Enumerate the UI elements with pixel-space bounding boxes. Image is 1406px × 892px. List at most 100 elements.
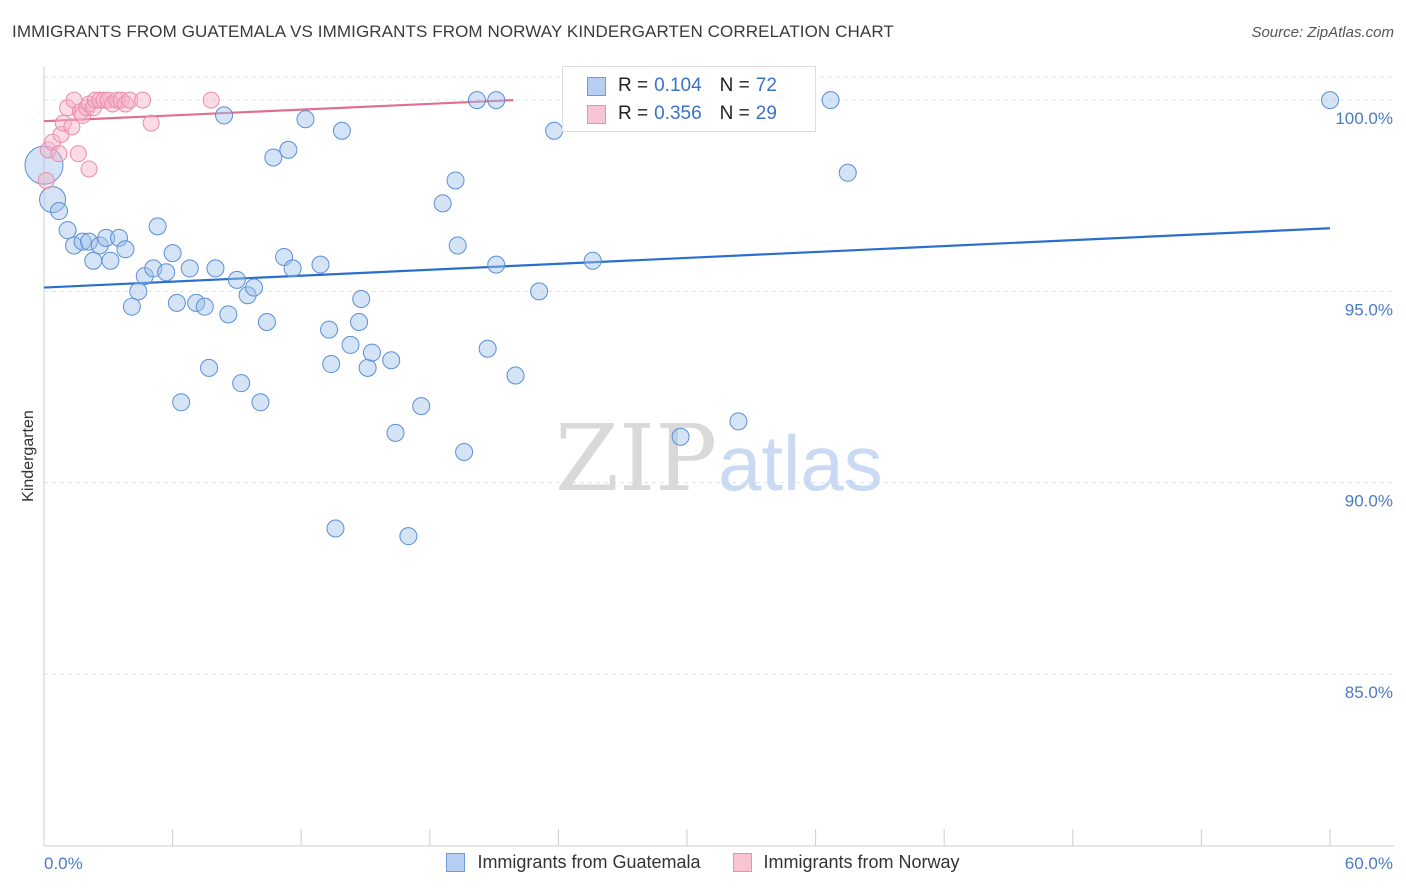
- data-point-guatemala[interactable]: [257, 312, 276, 331]
- data-point-guatemala[interactable]: [341, 335, 360, 354]
- data-point-norway[interactable]: [202, 91, 220, 109]
- data-point-guatemala[interactable]: [279, 140, 298, 159]
- data-point-guatemala[interactable]: [382, 351, 401, 370]
- data-point-guatemala[interactable]: [487, 91, 506, 110]
- data-point-guatemala[interactable]: [97, 228, 116, 247]
- data-point-norway[interactable]: [50, 145, 68, 163]
- y-tick-label: 85.0%: [1345, 683, 1393, 702]
- data-point-guatemala[interactable]: [195, 297, 214, 316]
- data-point-guatemala[interactable]: [455, 443, 474, 462]
- data-point-guatemala[interactable]: [386, 423, 405, 442]
- data-point-guatemala[interactable]: [467, 91, 486, 110]
- data-point-guatemala[interactable]: [110, 228, 129, 247]
- data-point-guatemala[interactable]: [187, 293, 206, 312]
- data-point-guatemala[interactable]: [163, 244, 182, 263]
- data-point-norway[interactable]: [121, 91, 139, 109]
- data-point-guatemala[interactable]: [58, 221, 77, 240]
- data-point-guatemala[interactable]: [90, 236, 109, 255]
- data-point-guatemala[interactable]: [448, 236, 467, 255]
- data-point-norway[interactable]: [142, 114, 160, 132]
- data-point-guatemala[interactable]: [245, 278, 264, 297]
- data-point-guatemala[interactable]: [206, 259, 225, 278]
- data-point-norway[interactable]: [39, 141, 57, 159]
- data-point-guatemala[interactable]: [283, 259, 302, 278]
- data-point-guatemala[interactable]: [65, 236, 84, 255]
- data-point-guatemala[interactable]: [219, 305, 238, 324]
- data-point-guatemala[interactable]: [238, 286, 257, 305]
- data-point-guatemala[interactable]: [671, 427, 690, 446]
- data-point-guatemala[interactable]: [729, 412, 748, 431]
- data-point-guatemala[interactable]: [545, 121, 564, 140]
- data-point-guatemala[interactable]: [326, 519, 345, 538]
- data-point-guatemala[interactable]: [433, 194, 452, 213]
- data-point-guatemala[interactable]: [227, 270, 246, 289]
- data-point-guatemala[interactable]: [148, 217, 167, 236]
- data-point-guatemala[interactable]: [172, 393, 191, 412]
- legend-n-value-guatemala: 72: [755, 75, 777, 96]
- data-point-guatemala[interactable]: [350, 312, 369, 331]
- data-point-guatemala[interactable]: [1321, 91, 1339, 110]
- legend-label-guatemala: Immigrants from Guatemala: [477, 852, 701, 872]
- data-point-guatemala[interactable]: [487, 255, 506, 274]
- data-point-guatemala[interactable]: [446, 171, 465, 190]
- data-point-guatemala[interactable]: [50, 202, 69, 221]
- data-point-guatemala[interactable]: [352, 290, 371, 309]
- data-point-guatemala[interactable]: [506, 366, 525, 385]
- data-point-guatemala[interactable]: [838, 163, 857, 182]
- axes: [43, 67, 1394, 847]
- data-point-guatemala[interactable]: [322, 355, 341, 374]
- data-point-guatemala[interactable]: [530, 282, 549, 301]
- data-point-guatemala[interactable]: [80, 232, 99, 251]
- data-point-guatemala[interactable]: [362, 343, 381, 362]
- data-point-guatemala[interactable]: [122, 297, 141, 316]
- series-norway-points: [37, 91, 786, 189]
- x-tick-label-max: 60.0%: [1345, 854, 1393, 873]
- data-point-guatemala[interactable]: [583, 251, 602, 270]
- data-point-norway[interactable]: [80, 160, 98, 178]
- legend-r-value-norway: 0.356: [654, 103, 702, 124]
- data-point-guatemala[interactable]: [73, 232, 92, 251]
- data-point-guatemala[interactable]: [821, 91, 840, 110]
- gridlines: [44, 76, 1394, 675]
- legend-n-value-norway: 29: [755, 103, 777, 124]
- data-point-guatemala[interactable]: [167, 293, 186, 312]
- data-point-norway[interactable]: [108, 91, 126, 109]
- legend-n-label: N =: [719, 103, 750, 124]
- legend-swatch-guatemala: [587, 76, 606, 96]
- data-point-guatemala[interactable]: [129, 282, 148, 301]
- legend-item-norway[interactable]: Immigrants from Norway: [732, 852, 960, 873]
- data-point-guatemala[interactable]: [264, 148, 283, 167]
- data-point-norway[interactable]: [134, 91, 152, 109]
- data-point-guatemala[interactable]: [116, 240, 135, 259]
- x-tick-labels: 0.0% 60.0%: [44, 854, 1393, 873]
- legend-item-guatemala[interactable]: Immigrants from Guatemala: [446, 852, 701, 873]
- data-point-guatemala[interactable]: [332, 121, 351, 140]
- data-point-guatemala[interactable]: [232, 374, 251, 393]
- data-point-norway[interactable]: [86, 91, 104, 109]
- data-point-norway[interactable]: [95, 91, 113, 109]
- series-guatemala-points: [24, 91, 1339, 546]
- data-point-norway[interactable]: [63, 118, 81, 136]
- data-point-guatemala[interactable]: [157, 263, 176, 282]
- data-point-guatemala[interactable]: [101, 251, 120, 270]
- data-point-guatemala[interactable]: [84, 251, 103, 270]
- data-point-guatemala[interactable]: [358, 358, 377, 377]
- data-point-norway[interactable]: [37, 171, 55, 189]
- data-point-guatemala[interactable]: [478, 339, 497, 358]
- trend-lines: [43, 99, 1331, 289]
- data-point-norway[interactable]: [91, 91, 109, 109]
- data-point-norway[interactable]: [69, 145, 87, 163]
- data-point-guatemala[interactable]: [215, 106, 234, 125]
- data-point-guatemala[interactable]: [180, 259, 199, 278]
- data-point-guatemala[interactable]: [39, 186, 67, 214]
- data-point-guatemala[interactable]: [251, 393, 270, 412]
- legend-swatch-guatemala: [446, 853, 466, 872]
- data-point-guatemala[interactable]: [412, 397, 431, 416]
- data-point-guatemala[interactable]: [311, 255, 330, 274]
- data-point-guatemala[interactable]: [296, 110, 315, 129]
- data-point-guatemala[interactable]: [399, 527, 418, 546]
- data-point-guatemala[interactable]: [320, 320, 339, 339]
- data-point-guatemala[interactable]: [200, 358, 219, 377]
- y-tick-label: 90.0%: [1345, 492, 1393, 511]
